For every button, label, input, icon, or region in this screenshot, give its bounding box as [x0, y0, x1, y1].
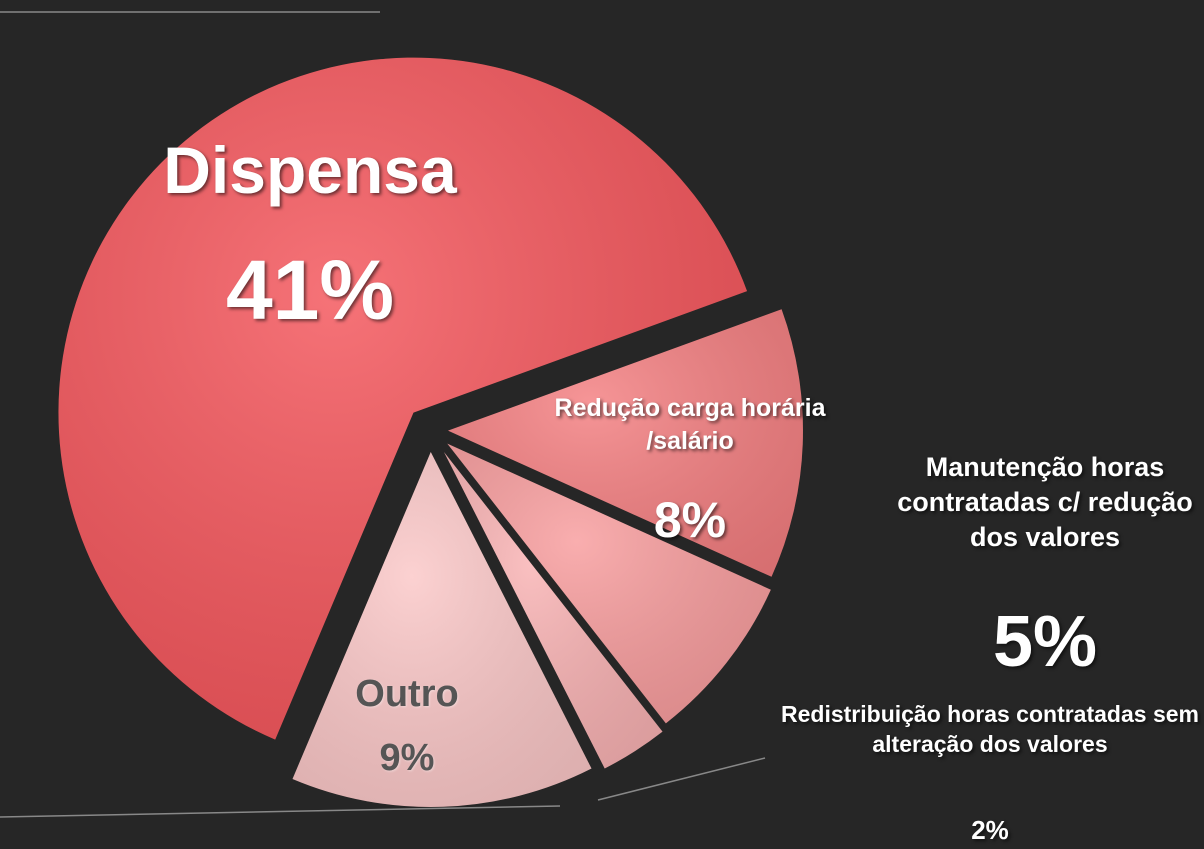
slice-label: Dispensa	[163, 133, 457, 207]
leader-line	[597, 757, 766, 801]
slice-value-label: 41%	[225, 243, 395, 337]
leader-line	[0, 805, 561, 818]
slices	[58, 57, 803, 807]
slice-sheen	[447, 443, 771, 724]
slice-value-label: 2%	[971, 815, 1009, 845]
slice-sheen	[447, 309, 803, 577]
slice-label: Redução carga horária /salário	[554, 394, 826, 455]
slice-label: Manutenção horas contratadas c/ redução …	[897, 452, 1193, 553]
slice-value-label: 9%	[379, 737, 435, 779]
slice-value-label: 5%	[992, 602, 1098, 682]
slice-sheen	[58, 57, 748, 740]
slice-sheen	[443, 451, 663, 769]
slice-label: Redistribuição horas contratadas sem alt…	[781, 701, 1199, 757]
slice-label: Outro	[355, 673, 459, 715]
slice-value-label: 8%	[653, 492, 727, 548]
slice-sheen	[292, 451, 592, 807]
